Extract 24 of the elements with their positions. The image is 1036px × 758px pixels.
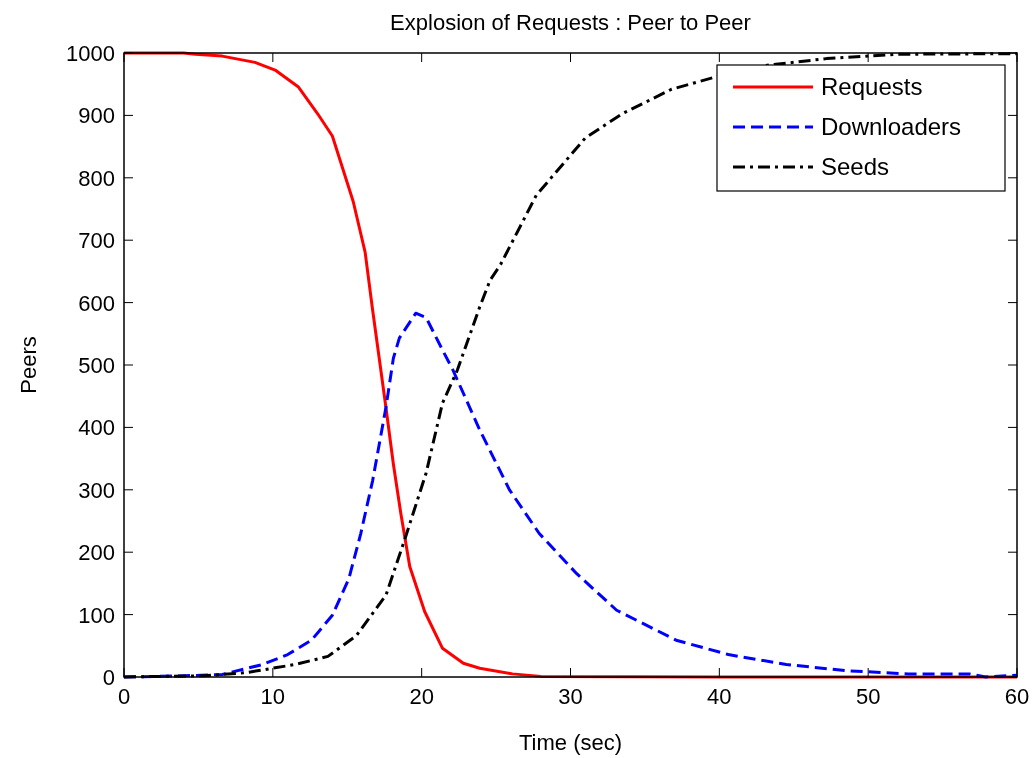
legend-label: Seeds — [821, 153, 890, 180]
x-tick-label: 50 — [855, 684, 881, 709]
y-tick-label: 800 — [78, 165, 115, 191]
y-axis-title: Peers — [16, 336, 41, 394]
y-tick-label: 600 — [78, 290, 115, 316]
x-axis-title: Time (sec) — [518, 730, 623, 755]
x-tick-label: 60 — [1004, 684, 1030, 709]
y-tick-label: 300 — [78, 477, 115, 503]
x-tick-label: 0 — [117, 684, 131, 709]
x-tick-label: 40 — [707, 684, 732, 709]
y-tick-label: 1000 — [66, 41, 115, 66]
y-tick-label: 900 — [78, 103, 115, 129]
y-tick-label: 700 — [78, 228, 115, 254]
y-tick-label: 100 — [78, 602, 115, 628]
x-tick-label: 10 — [260, 684, 286, 709]
y-tick-label: 400 — [78, 415, 115, 441]
y-tick-label: 0 — [102, 665, 115, 690]
y-tick-label: 500 — [78, 353, 115, 378]
y-tick-label: 200 — [78, 540, 115, 566]
legend-label: Downloaders — [821, 113, 962, 140]
legend-label: Requests — [821, 73, 923, 100]
x-tick-label: 20 — [409, 684, 434, 709]
x-tick-label: 30 — [558, 684, 583, 709]
chart-title: Explosion of Requests : Peer to Peer — [390, 10, 751, 35]
